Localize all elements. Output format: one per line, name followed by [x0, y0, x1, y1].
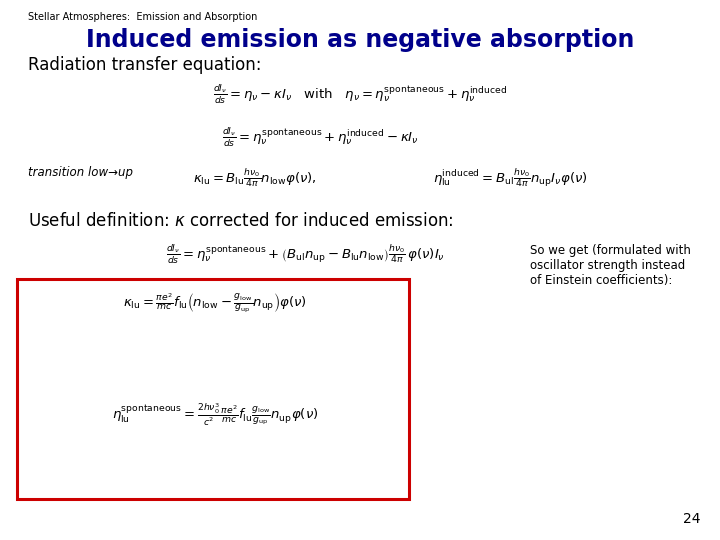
Text: $\frac{dI_{\nu}}{ds} = \eta_{\nu}^{\mathrm{spontaneous}} + \left(B_{\mathrm{ul}}: $\frac{dI_{\nu}}{ds} = \eta_{\nu}^{\math…	[166, 242, 444, 266]
Text: Induced emission as negative absorption: Induced emission as negative absorption	[86, 28, 634, 52]
Text: $\eta_{\mathrm{lu}}^{\mathrm{spontaneous}} = \frac{2h\nu_0^3}{c^2} \frac{\pi e^2: $\eta_{\mathrm{lu}}^{\mathrm{spontaneous…	[112, 402, 318, 428]
Text: $\frac{dI_{\nu}}{ds} = \eta_{\nu} - \kappa I_{\nu}$$\quad \mathrm{with} \quad \e: $\frac{dI_{\nu}}{ds} = \eta_{\nu} - \kap…	[213, 82, 507, 106]
Text: So we get (formulated with
oscillator strength instead
of Einstein coefficients): So we get (formulated with oscillator st…	[530, 244, 691, 287]
FancyBboxPatch shape	[17, 279, 409, 499]
Text: transition low→up: transition low→up	[28, 166, 133, 179]
Text: $\kappa_{\mathrm{lu}} = B_{\mathrm{lu}} \frac{h\nu_0}{4\pi} n_{\mathrm{low}} \va: $\kappa_{\mathrm{lu}} = B_{\mathrm{lu}} …	[193, 166, 317, 189]
Text: $\kappa_{\mathrm{lu}} = \frac{\pi e^2}{mc} f_{\mathrm{lu}} \left( n_{\mathrm{low: $\kappa_{\mathrm{lu}} = \frac{\pi e^2}{m…	[123, 292, 307, 315]
Text: $\eta_{\mathrm{lu}}^{\mathrm{induced}} = B_{\mathrm{ul}} \frac{h\nu_0}{4\pi} n_{: $\eta_{\mathrm{lu}}^{\mathrm{induced}} =…	[433, 166, 588, 189]
Text: Radiation transfer equation:: Radiation transfer equation:	[28, 56, 261, 74]
Text: $\frac{dI_{\nu}}{ds} = \eta_{\nu}^{\mathrm{spontaneous}} + \eta_{\nu}^{\mathrm{i: $\frac{dI_{\nu}}{ds} = \eta_{\nu}^{\math…	[222, 125, 418, 148]
Text: Stellar Atmospheres:  Emission and Absorption: Stellar Atmospheres: Emission and Absorp…	[28, 12, 257, 22]
Text: 24: 24	[683, 512, 700, 526]
Text: Useful definition: $\kappa$ corrected for induced emission:: Useful definition: $\kappa$ corrected fo…	[28, 212, 454, 230]
